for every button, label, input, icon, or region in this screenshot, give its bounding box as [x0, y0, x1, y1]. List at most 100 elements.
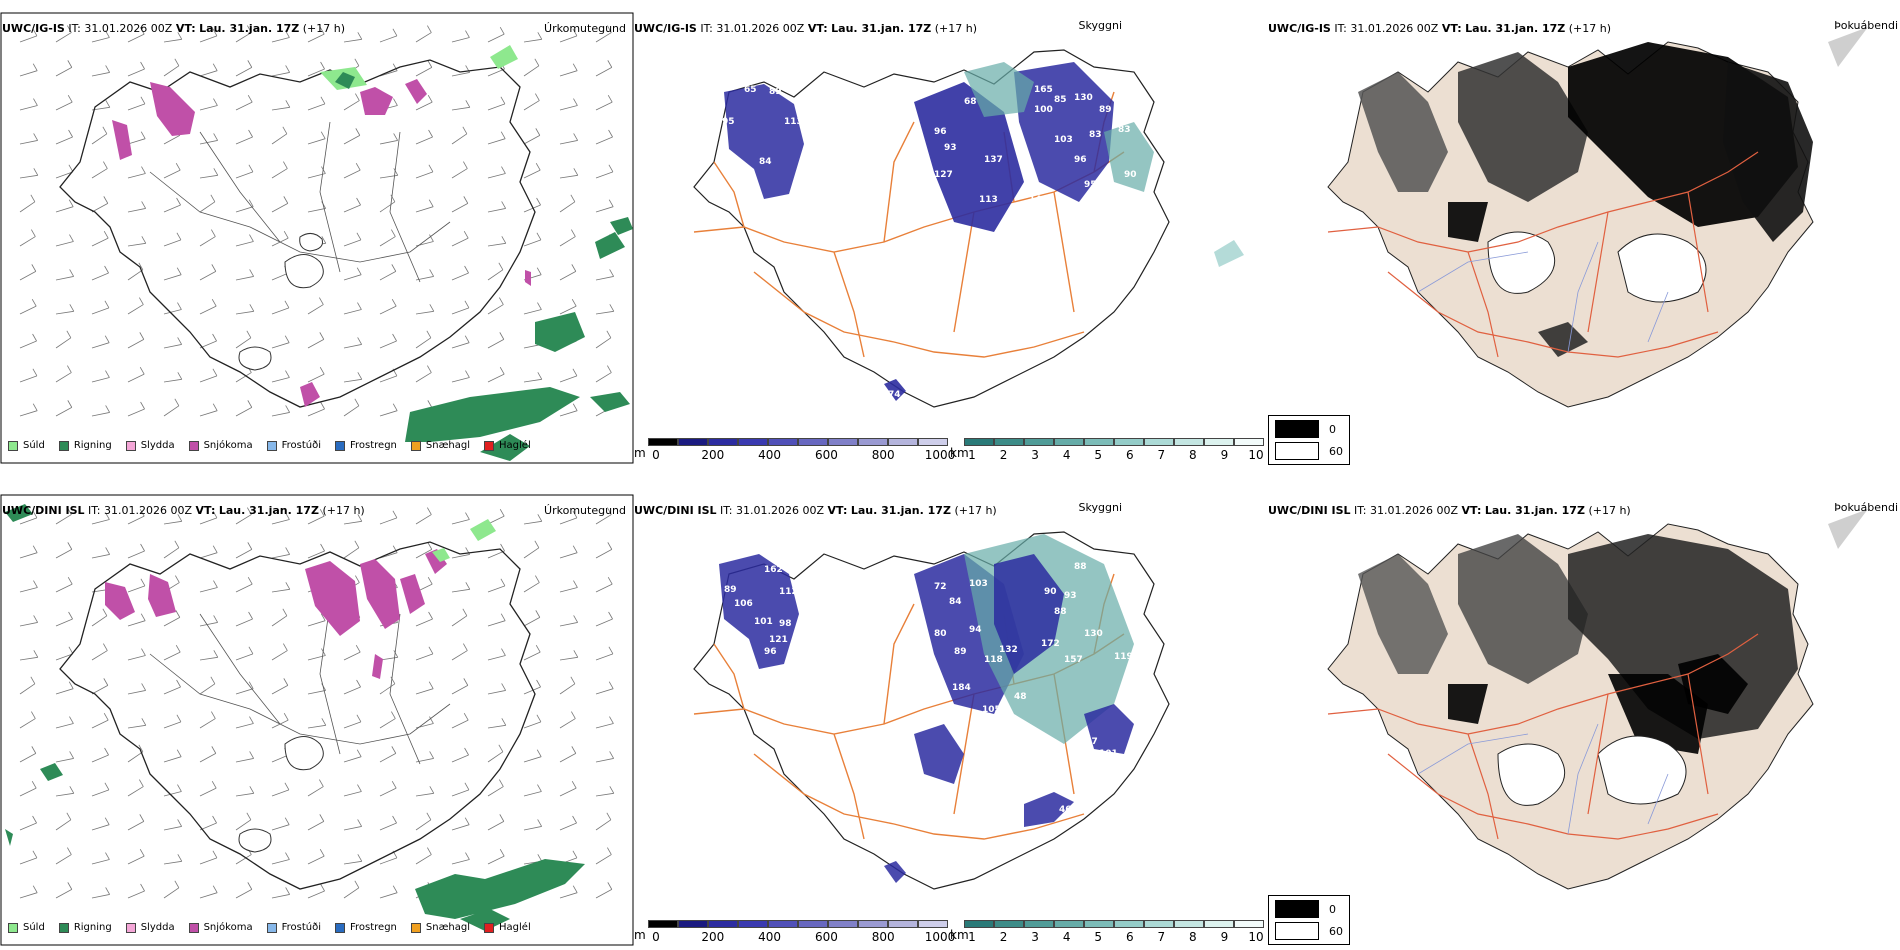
legend-swatch [410, 440, 421, 451]
wind-barb [523, 520, 542, 525]
wind-barb-flag [393, 133, 398, 141]
wind-barb-flag [499, 848, 505, 857]
legend-swatch [8, 440, 18, 451]
wind-barb-flag [249, 786, 255, 794]
vt-label: VT: [1461, 504, 1482, 517]
wind-barb [235, 889, 252, 899]
wind-barb-flag [33, 168, 39, 176]
wind-barb [127, 550, 145, 559]
wind-barb [271, 685, 288, 695]
wind-barb [163, 274, 182, 281]
legend-item: Haglél [484, 440, 531, 451]
wind-barb [595, 723, 614, 729]
wind-barb-flag [390, 194, 396, 203]
it-value: 31.01.2026 00Z [104, 504, 193, 517]
wind-barb [55, 276, 74, 281]
wind-barb [19, 410, 38, 417]
wind-barb [55, 241, 74, 247]
wind-barb-flag [573, 133, 578, 141]
colorbar-segment [858, 920, 888, 928]
wind-barb-flag [571, 746, 577, 754]
wind-barb [91, 272, 109, 281]
wind-barb [19, 753, 36, 763]
wind-barb [19, 892, 38, 899]
colorbar-segment [708, 920, 738, 928]
wind-barb [55, 514, 72, 525]
colorbar-tick-label: 5 [1094, 448, 1103, 462]
colorbar-tick-label: 9 [1220, 448, 1229, 462]
wind-barb-flag [283, 678, 289, 686]
wind-barb-flag [572, 28, 578, 37]
it-value: 31.01.2026 00Z [1370, 504, 1459, 517]
vis-label: 87 [1059, 210, 1072, 220]
wind-barb-flag [501, 683, 506, 691]
wind-barb [523, 617, 540, 627]
wind-barb-flag [355, 644, 361, 653]
wind-barb-flag [176, 714, 182, 723]
wind-barb [559, 70, 578, 77]
wind-barb-flag [105, 852, 110, 860]
lead-time: (+17 h) [1568, 22, 1612, 35]
wind-barb-flag [393, 650, 399, 658]
wind-barb [559, 140, 578, 145]
wind-barb-flag [357, 372, 363, 380]
legend-label: Frostregn [350, 922, 397, 933]
wind-barb-flag [177, 32, 183, 40]
wind-barb-flag [462, 126, 468, 135]
colorbar-segment [1114, 438, 1144, 446]
wind-barb-flag [607, 94, 613, 103]
wind-barb-flag [105, 405, 110, 413]
legend-swatch [484, 440, 495, 451]
wind-barb-flag [140, 131, 146, 139]
wind-barb-flag [66, 25, 72, 33]
vis-label: 165 [1034, 85, 1053, 95]
wind-barb [523, 378, 542, 383]
wind-barb-flag [246, 330, 252, 339]
vt-label: VT: [827, 504, 848, 517]
wind-barb [19, 105, 38, 111]
wind-barb [19, 35, 38, 43]
wind-barb-flag [501, 718, 507, 726]
wind-barb [55, 688, 74, 695]
wind-barb-flag [246, 812, 252, 821]
wind-barb [379, 857, 398, 865]
wind-barb-flag [392, 403, 398, 411]
fog-mask-low-visibility [719, 534, 1134, 883]
wind-barb-flag [285, 65, 290, 73]
wind-barb [307, 68, 325, 77]
vis-label: 95 [1084, 180, 1097, 190]
legend-item: Frostregn [335, 440, 397, 451]
wind-barb-flag [285, 512, 290, 520]
wind-barb [55, 618, 73, 627]
wind-barb-flag [355, 162, 361, 171]
wind-barb [19, 271, 36, 281]
wind-barb-flag [33, 580, 38, 588]
vis-label: 172 [1041, 639, 1060, 649]
fog-swatch [1275, 420, 1319, 438]
wind-barb-flag [357, 854, 363, 862]
legend-swatch [335, 922, 345, 933]
wind-barb-flag [140, 578, 146, 587]
wind-barb-flag [536, 714, 542, 723]
wind-barb [415, 310, 434, 315]
road-network [1327, 633, 1759, 840]
colorbar-segment [1054, 438, 1084, 446]
wind-barb [91, 650, 108, 661]
it-value: 31.01.2026 00Z [736, 504, 825, 517]
wind-barb-flag [105, 547, 110, 555]
panel-header-top-3: UWC/IG-IS IT: 31.01.2026 00Z VT: Lau. 31… [1268, 22, 1611, 35]
wind-barb [415, 136, 433, 145]
wind-barb [19, 857, 38, 865]
wind-barb-flag [570, 711, 576, 719]
wind-barb [595, 653, 614, 661]
legend-swatch [125, 922, 136, 933]
legend-item: Snæhagl [410, 440, 470, 451]
wind-barb [127, 855, 145, 865]
wind-barb [271, 307, 290, 315]
wind-barb [163, 135, 180, 145]
wind-barb-flag [608, 129, 613, 138]
wind-barb-flag [285, 30, 290, 38]
wind-barb-flag [33, 650, 39, 658]
wind-barb-flag [68, 681, 74, 689]
vis-label: 74 [888, 390, 901, 400]
